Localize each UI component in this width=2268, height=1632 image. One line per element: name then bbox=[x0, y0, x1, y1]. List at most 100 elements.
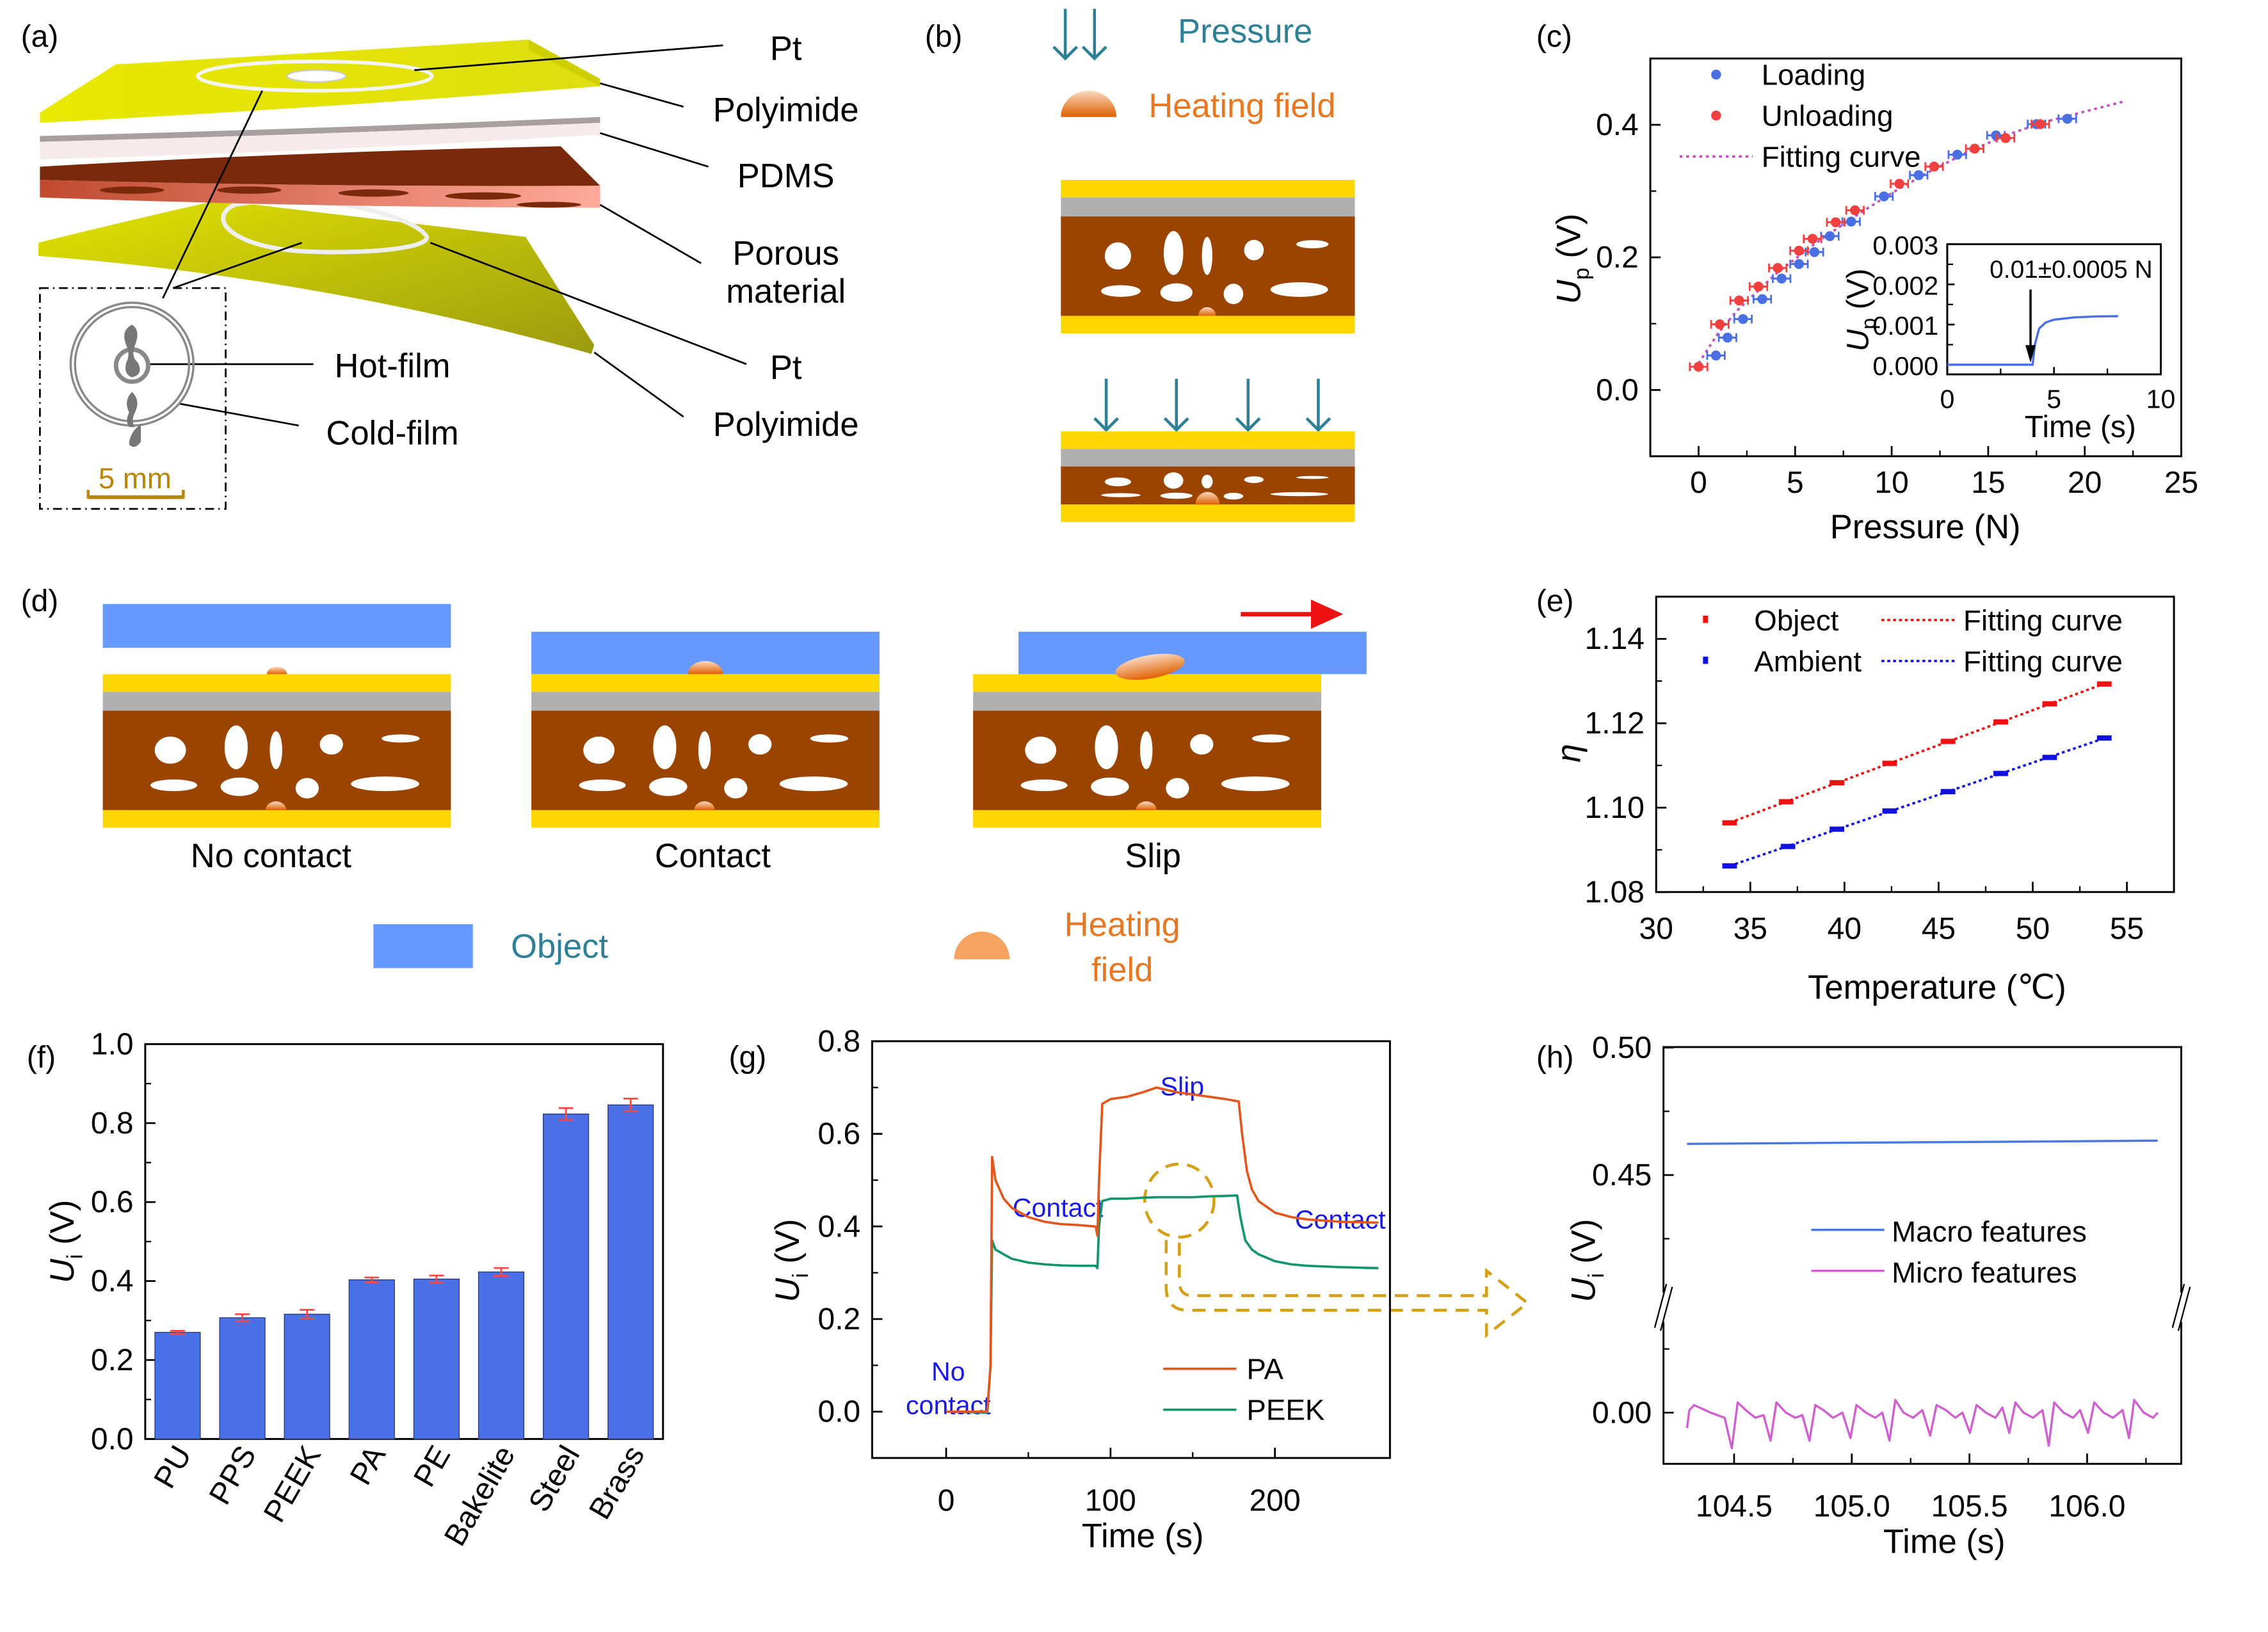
panel-label-g: (g) bbox=[729, 1041, 767, 1075]
category-label: PA bbox=[344, 1440, 392, 1491]
pdms-layer-top bbox=[40, 116, 600, 142]
pores bbox=[1101, 472, 1329, 500]
y-tick-label: 0.6 bbox=[818, 1117, 861, 1151]
plot-frame bbox=[871, 1040, 1391, 1459]
slip-direction-arrow bbox=[1241, 599, 1344, 629]
panel-label-a: (a) bbox=[21, 20, 59, 54]
label-porous: Porous bbox=[732, 235, 839, 273]
legend-fitting-curve-ambient: Fitting curve bbox=[1963, 645, 2123, 678]
y-axis-symbol: U bbox=[769, 1277, 807, 1302]
data-point-ambient bbox=[1722, 863, 1737, 869]
x-tick-label: 5 bbox=[2047, 385, 2061, 414]
y-tick-label: 0.2 bbox=[1596, 241, 1639, 275]
data-point-ambient bbox=[1940, 788, 1956, 794]
panel-label-f: (f) bbox=[27, 1041, 56, 1075]
plot-frame bbox=[1662, 1046, 2183, 1465]
label-polyimide-top: Polyimide bbox=[713, 92, 859, 129]
zoom-arrow bbox=[1164, 1240, 1530, 1338]
heating-field-icon bbox=[1115, 653, 1185, 680]
data-point-loading bbox=[1824, 231, 1835, 241]
data-point-loading bbox=[1776, 273, 1787, 284]
y-tick-label: 0.6 bbox=[91, 1185, 134, 1219]
y-tick-label: 0.00 bbox=[1592, 1396, 1652, 1430]
y-axis-symbol: U bbox=[1564, 1277, 1602, 1302]
y-axis-title: Ui (V) bbox=[44, 1200, 88, 1283]
category-label: PE bbox=[407, 1440, 457, 1492]
plot-frame bbox=[1655, 595, 2175, 893]
x-tick-label: 5 bbox=[1787, 466, 1804, 500]
y-tick-label: 0.001 bbox=[1872, 311, 1938, 340]
x-axis-title: Time (s) bbox=[1883, 1523, 2006, 1561]
legend-macro-features: Macro features bbox=[1892, 1215, 2087, 1248]
inset-x-axis-title: Time (s) bbox=[2025, 410, 2136, 444]
x-axis-title: Time (s) bbox=[1082, 1517, 1204, 1555]
legend-pa: PA bbox=[1246, 1353, 1283, 1386]
data-point-unloading bbox=[1753, 281, 1764, 292]
data-point-object bbox=[2042, 701, 2057, 707]
series-line-peek bbox=[946, 1194, 1379, 1414]
y-axis-symbol: U bbox=[1842, 329, 1876, 351]
panel-label-d: (d) bbox=[21, 584, 59, 618]
y-tick-label: 1.0 bbox=[91, 1027, 134, 1061]
y-axis-unit: (V) bbox=[44, 1200, 81, 1254]
y-tick-label: 1.12 bbox=[1585, 707, 1645, 740]
inset-arrow-head bbox=[2025, 345, 2036, 363]
annotation-contact-1: Contact bbox=[1013, 1193, 1104, 1222]
legend-heating-swatch bbox=[954, 931, 1010, 959]
data-point-ambient bbox=[2096, 735, 2112, 741]
data-point-object bbox=[1940, 739, 1956, 744]
data-point-loading bbox=[1913, 170, 1924, 180]
x-tick-label: 35 bbox=[1733, 912, 1767, 946]
inset-signal-line bbox=[1947, 315, 2118, 366]
object-block-no-contact bbox=[102, 604, 451, 648]
y-axis-unit: (V) bbox=[1842, 269, 1876, 318]
y-tick-label: 0.45 bbox=[1592, 1158, 1652, 1192]
state-label-no-contact: No contact bbox=[191, 837, 352, 875]
x-tick-label: 45 bbox=[1922, 912, 1956, 946]
y-tick-label: 0.4 bbox=[91, 1265, 134, 1299]
chart-e-temperature-response: Temperature (℃) η Object Ambient Fitting… bbox=[1550, 595, 2175, 1007]
pdms-layer-front bbox=[40, 122, 600, 160]
heating-field-icon bbox=[266, 666, 287, 675]
data-point-loading bbox=[1710, 350, 1721, 361]
category-label: PU bbox=[148, 1440, 198, 1494]
legend-loading: Loading bbox=[1762, 59, 1866, 92]
axis-break-mark bbox=[1653, 1283, 1668, 1329]
category-label: Brass bbox=[583, 1440, 651, 1525]
data-point-object bbox=[1778, 799, 1794, 804]
top-pt-electrode bbox=[196, 60, 434, 93]
data-point-unloading bbox=[1734, 295, 1744, 306]
y-tick-label: 0.000 bbox=[1872, 351, 1938, 381]
bottom-polyimide-layer bbox=[38, 200, 595, 354]
x-tick-label: 0 bbox=[1940, 385, 1954, 414]
series-line-pa bbox=[946, 1086, 1379, 1413]
y-axis-subscript: i bbox=[63, 1254, 88, 1259]
x-tick-label: 104.5 bbox=[1696, 1489, 1773, 1523]
y-axis-symbol: U bbox=[44, 1258, 81, 1283]
y-tick-label: 0.8 bbox=[91, 1107, 134, 1140]
porous-holes bbox=[100, 172, 581, 208]
y-axis-unit: (V) bbox=[769, 1219, 807, 1274]
leader-lines bbox=[147, 44, 747, 427]
y-tick-label: 0.0 bbox=[1596, 373, 1639, 407]
chart-c-pressure-response: Pressure (N) Up (V) Loading Unloading Fi… bbox=[1550, 57, 2198, 546]
sensor-stack-slip bbox=[973, 674, 1321, 828]
x-tick-label: 25 bbox=[2164, 466, 2198, 500]
legend-marker-object bbox=[1703, 615, 1709, 623]
panel-label-h: (h) bbox=[1536, 1041, 1574, 1075]
sensor-stack-unpressed bbox=[1061, 180, 1355, 333]
data-point-loading bbox=[1879, 191, 1889, 202]
y-tick-label: 0.003 bbox=[1872, 231, 1938, 260]
x-axis-title: Temperature (℃) bbox=[1808, 969, 2066, 1007]
data-point-object bbox=[2096, 681, 2112, 687]
data-point-loading bbox=[1738, 314, 1748, 324]
hot-film-pad bbox=[124, 324, 140, 378]
heating-field-icon bbox=[1198, 307, 1216, 316]
inset-y-axis-title: Up (V) bbox=[1842, 269, 1880, 352]
data-point-ambient bbox=[1882, 808, 1897, 814]
category-label: PPS bbox=[203, 1440, 263, 1510]
y-axis-title: Up (V) bbox=[1550, 214, 1594, 305]
label-hot-film: Hot-film bbox=[335, 348, 451, 385]
x-tick-label: 40 bbox=[1828, 912, 1862, 946]
legend-object: Object bbox=[1754, 604, 1838, 637]
